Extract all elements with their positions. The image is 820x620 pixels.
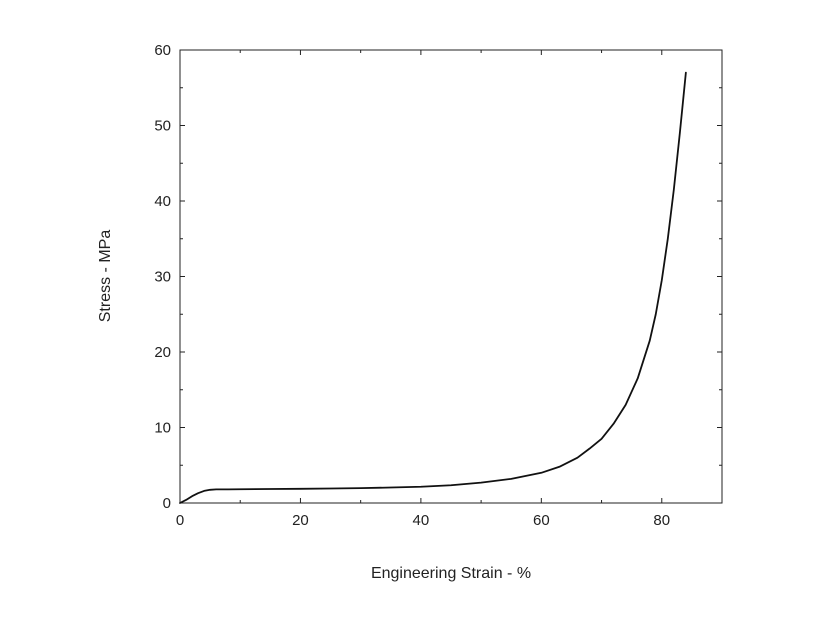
stress-strain-curve — [179, 71, 687, 504]
x-tick-label: 80 — [653, 512, 670, 529]
y-tick-label: 0 — [163, 495, 171, 512]
x-axis-title: Engineering Strain - % — [371, 565, 531, 582]
y-axis-title: Stress - MPa — [97, 230, 114, 323]
y-tick-label: 50 — [154, 118, 171, 135]
y-tick-label: 20 — [154, 344, 171, 361]
x-tick-label: 60 — [533, 512, 550, 529]
x-tick-label: 20 — [292, 512, 309, 529]
x-tick-label: 40 — [413, 512, 430, 529]
y-tick-label: 30 — [154, 269, 171, 286]
plot-frame — [179, 49, 723, 504]
y-tick-label: 10 — [154, 420, 171, 437]
x-tick-label: 0 — [176, 512, 184, 529]
y-tick-label: 40 — [154, 193, 171, 210]
y-tick-label: 60 — [154, 42, 171, 59]
